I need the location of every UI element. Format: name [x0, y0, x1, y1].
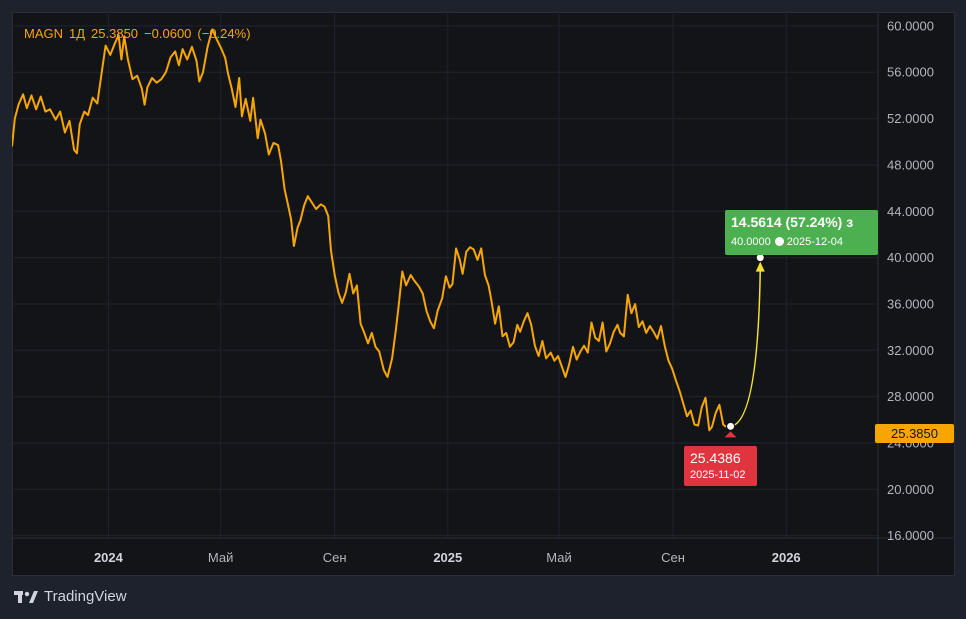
start-callout[interactable]: 25.4386 2025-11-02 — [684, 446, 757, 486]
last-price-tag: 25.3850 — [875, 424, 954, 443]
symbol-name[interactable]: MAGN — [24, 26, 63, 41]
x-tick-label: 2026 — [772, 550, 801, 565]
projection-layer — [724, 242, 767, 438]
target-value: 40.0000 — [731, 236, 771, 248]
projection-start-point — [726, 421, 736, 431]
y-tick-label: 48.0000 — [887, 157, 934, 172]
price-change: −0.0600 — [144, 26, 192, 41]
x-axis[interactable]: 2024 Май Сен 2025 Май Сен 2026 — [94, 550, 801, 565]
x-tick-label: 2024 — [94, 550, 124, 565]
y-axis[interactable]: 16.000020.000024.000028.000032.000036.00… — [887, 18, 934, 543]
y-tick-label: 40.0000 — [887, 250, 934, 265]
gain-label: 14.5614 (57.24%) з — [731, 214, 854, 230]
y-tick-label: 16.0000 — [887, 528, 934, 543]
y-tick-label: 44.0000 — [887, 204, 934, 219]
start-date: 2025-11-02 — [690, 469, 746, 481]
x-tick-label: 2025 — [433, 550, 462, 565]
tradingview-brand-text: TradingView — [44, 588, 127, 605]
x-tick-label: Май — [546, 550, 571, 565]
y-tick-label: 56.0000 — [887, 65, 934, 80]
start-callout-pointer — [724, 431, 737, 438]
grid-lines — [12, 12, 878, 538]
interval-label[interactable]: 1Д — [69, 26, 86, 41]
target-date: 2025-12-04 — [786, 236, 844, 248]
y-tick-label: 28.0000 — [887, 389, 934, 404]
series-layer — [12, 28, 727, 432]
x-tick-label: Май — [208, 550, 233, 565]
tradingview-logo[interactable]: TradingView — [14, 588, 127, 605]
price-series-line — [12, 28, 727, 432]
y-tick-label: 36.0000 — [887, 296, 934, 311]
price-chart[interactable]: 16.000020.000024.000028.000032.000036.00… — [12, 12, 953, 574]
y-tick-label: 32.0000 — [887, 343, 934, 358]
projection-curve — [730, 269, 761, 428]
last-price: 25.3850 — [91, 26, 139, 41]
clock-icon — [774, 237, 784, 246]
price-change-pct: (−0.24%) — [197, 26, 251, 41]
tradingview-logo-icon — [14, 590, 38, 603]
x-tick-label: Сен — [323, 550, 347, 565]
start-value: 25.4386 — [690, 450, 741, 466]
y-tick-label: 52.0000 — [887, 111, 934, 126]
y-tick-label: 20.0000 — [887, 482, 934, 497]
target-callout[interactable]: 14.5614 (57.24%) з 40.0000 2025-12-04 — [725, 210, 878, 255]
y-tick-label: 60.0000 — [887, 18, 934, 33]
symbol-legend: MAGN 1Д 25.3850 −0.0600 (−0.24%) — [24, 26, 257, 41]
projection-arrowhead — [755, 261, 765, 272]
chart-frame — [12, 12, 955, 576]
x-tick-label: Сен — [661, 550, 685, 565]
target-info: 40.0000 2025-12-04 — [731, 236, 843, 248]
